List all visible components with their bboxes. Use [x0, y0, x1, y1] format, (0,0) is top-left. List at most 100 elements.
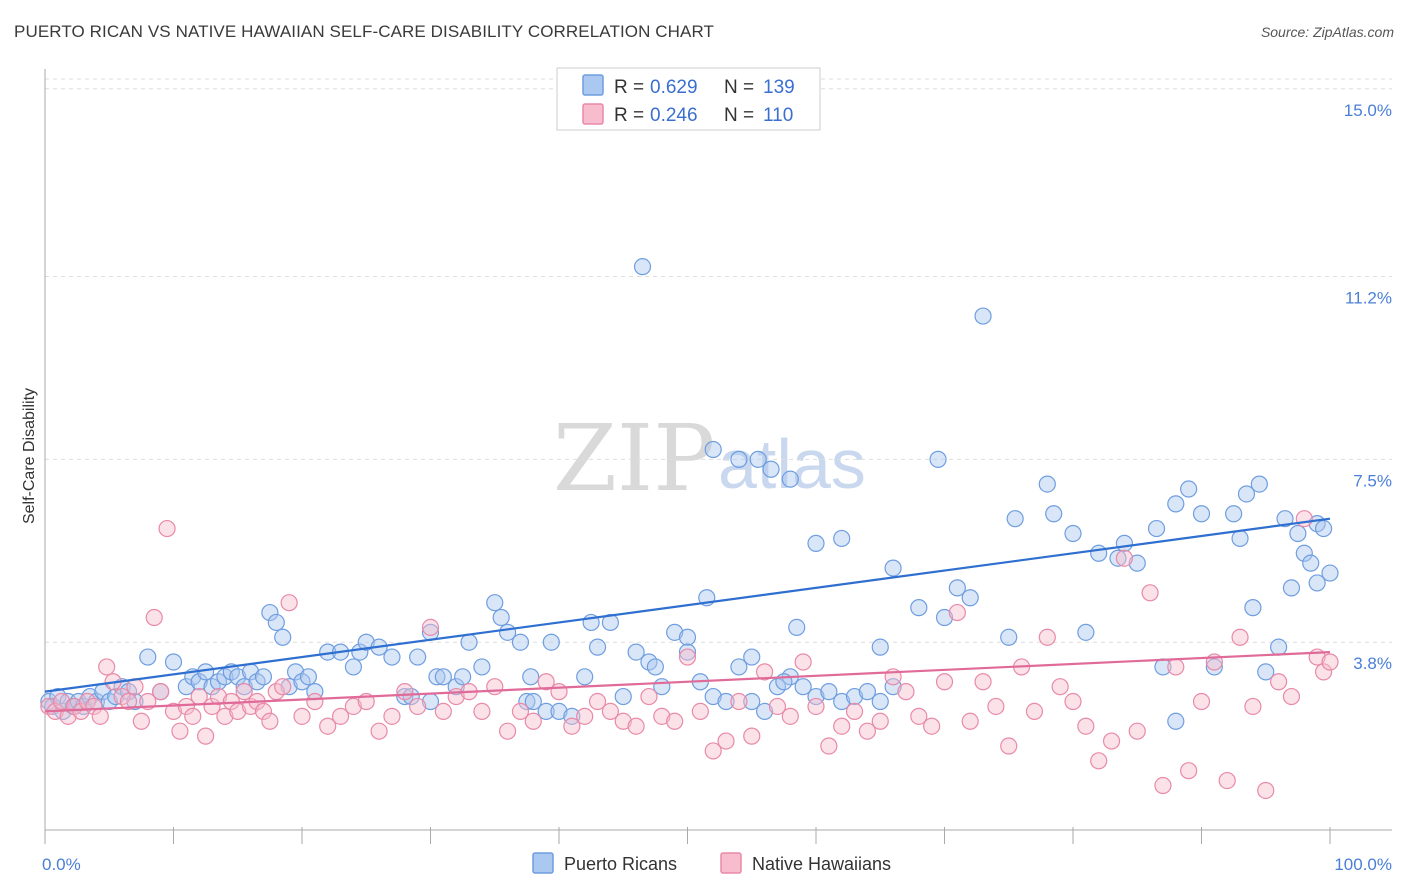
scatter-point [235, 678, 253, 696]
scatter-point [1295, 544, 1313, 562]
scatter-point [1154, 776, 1172, 795]
scatter-point [614, 712, 632, 730]
scatter-point [1141, 584, 1159, 602]
scatter-point [588, 638, 607, 656]
scatter-point [499, 722, 517, 740]
scatter-point [274, 628, 292, 646]
scatter-points [40, 258, 1339, 800]
scatter-point [1218, 771, 1236, 790]
scatter-point [492, 608, 510, 627]
scatter-point [1205, 658, 1223, 676]
scatter-point [344, 697, 362, 716]
scatter-point [576, 707, 594, 725]
scatter-point [209, 687, 228, 706]
scatter-point [601, 702, 620, 721]
scatter-point [884, 678, 902, 696]
scatter-point [1231, 529, 1249, 548]
scatter-point [948, 603, 966, 622]
scatter-point [730, 692, 748, 711]
scatter-point [871, 692, 889, 711]
scatter-point [755, 663, 774, 681]
scatter-point [254, 668, 273, 686]
scatter-point [768, 697, 787, 716]
scatter-point [1257, 663, 1275, 681]
scatter-point [524, 712, 542, 730]
scatter-point [794, 678, 812, 696]
scatter-point [357, 633, 375, 651]
scatter-point [1038, 475, 1056, 493]
scatter-point [1250, 475, 1268, 493]
trend-lines [44, 517, 1331, 713]
scatter-point [653, 707, 671, 725]
scatter-point [1000, 628, 1018, 646]
legend-r-value-puerto-ricans: 0.629 [650, 77, 698, 98]
scatter-point [522, 668, 540, 686]
scatter-point [280, 678, 298, 696]
trend-line-native-hawaiians [44, 651, 1331, 713]
scatter-point [704, 687, 722, 706]
scatter-point [1090, 544, 1108, 562]
y-axis-ticks: 3.8% 7.5% 11.2% 15.0% [1344, 101, 1392, 673]
scatter-point [280, 594, 298, 612]
scatter-point [910, 599, 928, 617]
scatter-point [1269, 673, 1288, 691]
scatter-point [177, 697, 195, 716]
scatter-point [126, 692, 144, 711]
scatter-point [486, 594, 504, 612]
scatter-point [235, 683, 253, 701]
scatter-point [396, 687, 414, 706]
scatter-point [1064, 524, 1082, 543]
legend-r-label: R = [614, 77, 644, 98]
scatter-point [1308, 574, 1326, 592]
scatter-point [409, 697, 427, 716]
scatter-point [177, 678, 195, 696]
scatter-point [961, 589, 979, 607]
scatter-point [434, 702, 452, 721]
scatter-point [884, 559, 902, 577]
scatter-point [421, 618, 440, 636]
scatter-point [428, 668, 446, 686]
watermark-zip: ZIP [553, 405, 715, 512]
legend-n-label: N = [724, 105, 754, 126]
scatter-point [511, 702, 530, 721]
scatter-point [1180, 762, 1198, 780]
bottom-legend-swatch-native-hawaiians [720, 852, 742, 874]
scatter-point [948, 579, 966, 597]
scatter-point [704, 440, 722, 459]
scatter-point [383, 648, 401, 666]
scatter-point [1025, 702, 1044, 721]
scatter-point [261, 712, 279, 730]
scatter-point [1321, 653, 1339, 671]
scatter-point [299, 668, 318, 686]
scatter-point [666, 712, 684, 730]
scatter-point [1077, 717, 1095, 735]
scatter-point [119, 692, 138, 711]
scatter-point [833, 529, 851, 548]
scatter-point [743, 648, 761, 666]
scatter-point [788, 618, 806, 636]
y-tick-label: 15.0% [1344, 101, 1392, 120]
y-tick-label: 3.8% [1353, 654, 1392, 673]
scatter-point [396, 683, 414, 701]
scatter-point [171, 722, 189, 740]
x-tick-label: 100.0% [1334, 855, 1392, 874]
scatter-point [447, 678, 465, 696]
scatter-point [1090, 752, 1108, 770]
bottom-legend-swatch-puerto-ricans [532, 852, 554, 874]
scatter-point [286, 663, 305, 681]
scatter-point [1314, 519, 1333, 538]
scatter-point [807, 687, 825, 706]
scatter-point [794, 653, 812, 671]
scatter-point [1321, 564, 1339, 582]
y-axis-label: Self-Care Disability [21, 388, 38, 524]
scatter-point [331, 707, 350, 725]
series-puerto-ricans [40, 258, 1339, 730]
scatter-point [1180, 480, 1198, 498]
scatter-point [1289, 524, 1307, 543]
scatter-point [807, 697, 825, 716]
scatter-point [666, 623, 684, 641]
scatter-point [691, 702, 709, 721]
trend-line-puerto-ricans [44, 517, 1331, 693]
bottom-legend: Puerto Ricans Native Hawaiians [532, 852, 891, 874]
scatter-point [1282, 579, 1301, 597]
